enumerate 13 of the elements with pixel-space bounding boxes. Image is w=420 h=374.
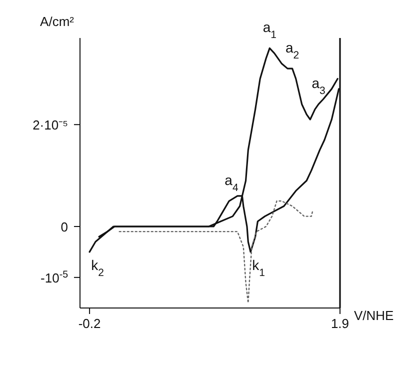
annotation: a$_{2}$ bbox=[285, 40, 300, 62]
y-tick-label: -10$^{-5}$ bbox=[40, 268, 69, 286]
annotation: k$_{2}$ bbox=[91, 256, 104, 279]
y-tick-label: 2·10⁻⁵ bbox=[32, 118, 68, 133]
y-axis-title: A/cm² bbox=[40, 14, 75, 29]
x-axis-title: V/NHE bbox=[354, 308, 394, 323]
annotation: k$_{1}$ bbox=[252, 256, 266, 279]
annotation: a$_{1}$ bbox=[262, 19, 277, 42]
annotation: a$_{3}$ bbox=[312, 75, 326, 98]
x-tick-label: 1.9 bbox=[330, 316, 350, 331]
x-tick-label: -0.2 bbox=[78, 316, 101, 331]
annotation: a$_{4}$ bbox=[224, 172, 238, 194]
y-tick-label: 0 bbox=[60, 219, 68, 234]
